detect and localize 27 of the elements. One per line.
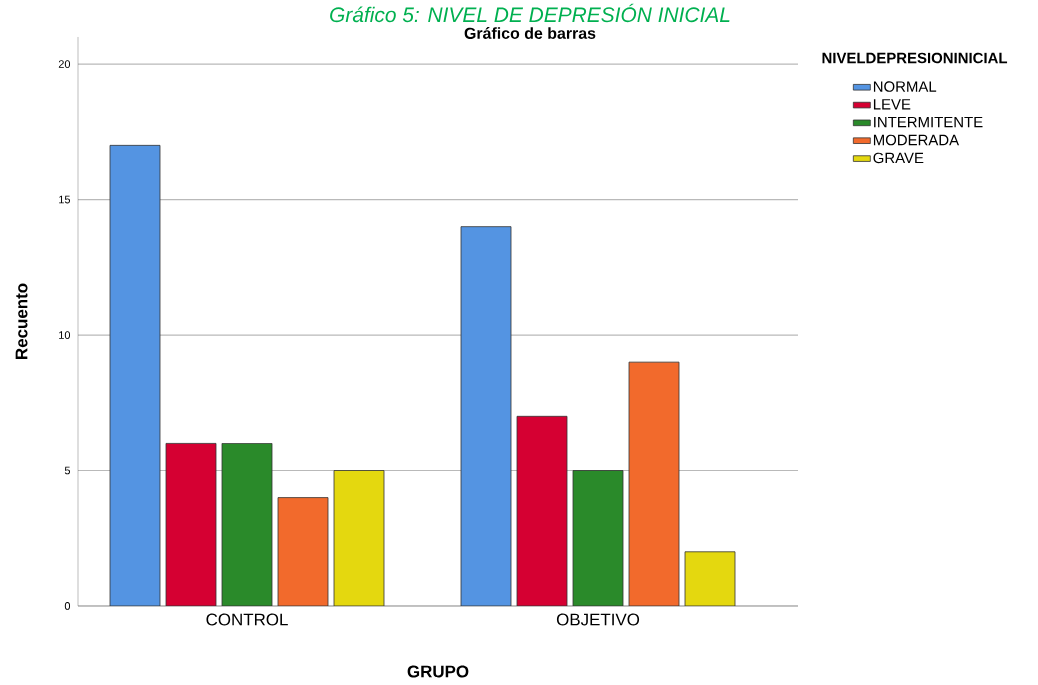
legend-label: LEVE (873, 99, 911, 110)
legend-label: MODERADA (873, 134, 960, 146)
y-tick-label: 20 (58, 60, 71, 68)
bar (277, 497, 329, 606)
chart-subtitle: Gráfico de barras (464, 27, 596, 39)
bar (165, 443, 217, 606)
bar (516, 415, 568, 606)
y-tick-label: 10 (59, 331, 71, 339)
x-tick-label: CONTROL (206, 613, 288, 626)
bar (572, 470, 624, 606)
bar (109, 144, 161, 606)
legend-label: INTERMITENTE (874, 116, 983, 128)
x-axis-title: GRUPO (407, 665, 469, 678)
bar (221, 443, 273, 606)
chart-title: Gráfico 5: NIVEL DE DEPRESIÓN INICIAL (330, 3, 730, 23)
y-tick-label: 5 (64, 466, 71, 475)
bar (628, 361, 680, 606)
bar (333, 470, 385, 606)
y-axis-title: Recuento (15, 283, 28, 359)
bar (684, 551, 736, 606)
y-tick-label: 15 (59, 195, 71, 204)
x-tick-label: OBJETIVO (556, 613, 640, 626)
legend-label: NORMAL (873, 81, 937, 92)
legend-title: NIVELDEPRESIONINICIAL (822, 52, 1008, 64)
legend-label: GRAVE (873, 152, 924, 164)
y-tick-label: 0 (64, 602, 71, 610)
bar (460, 226, 512, 606)
